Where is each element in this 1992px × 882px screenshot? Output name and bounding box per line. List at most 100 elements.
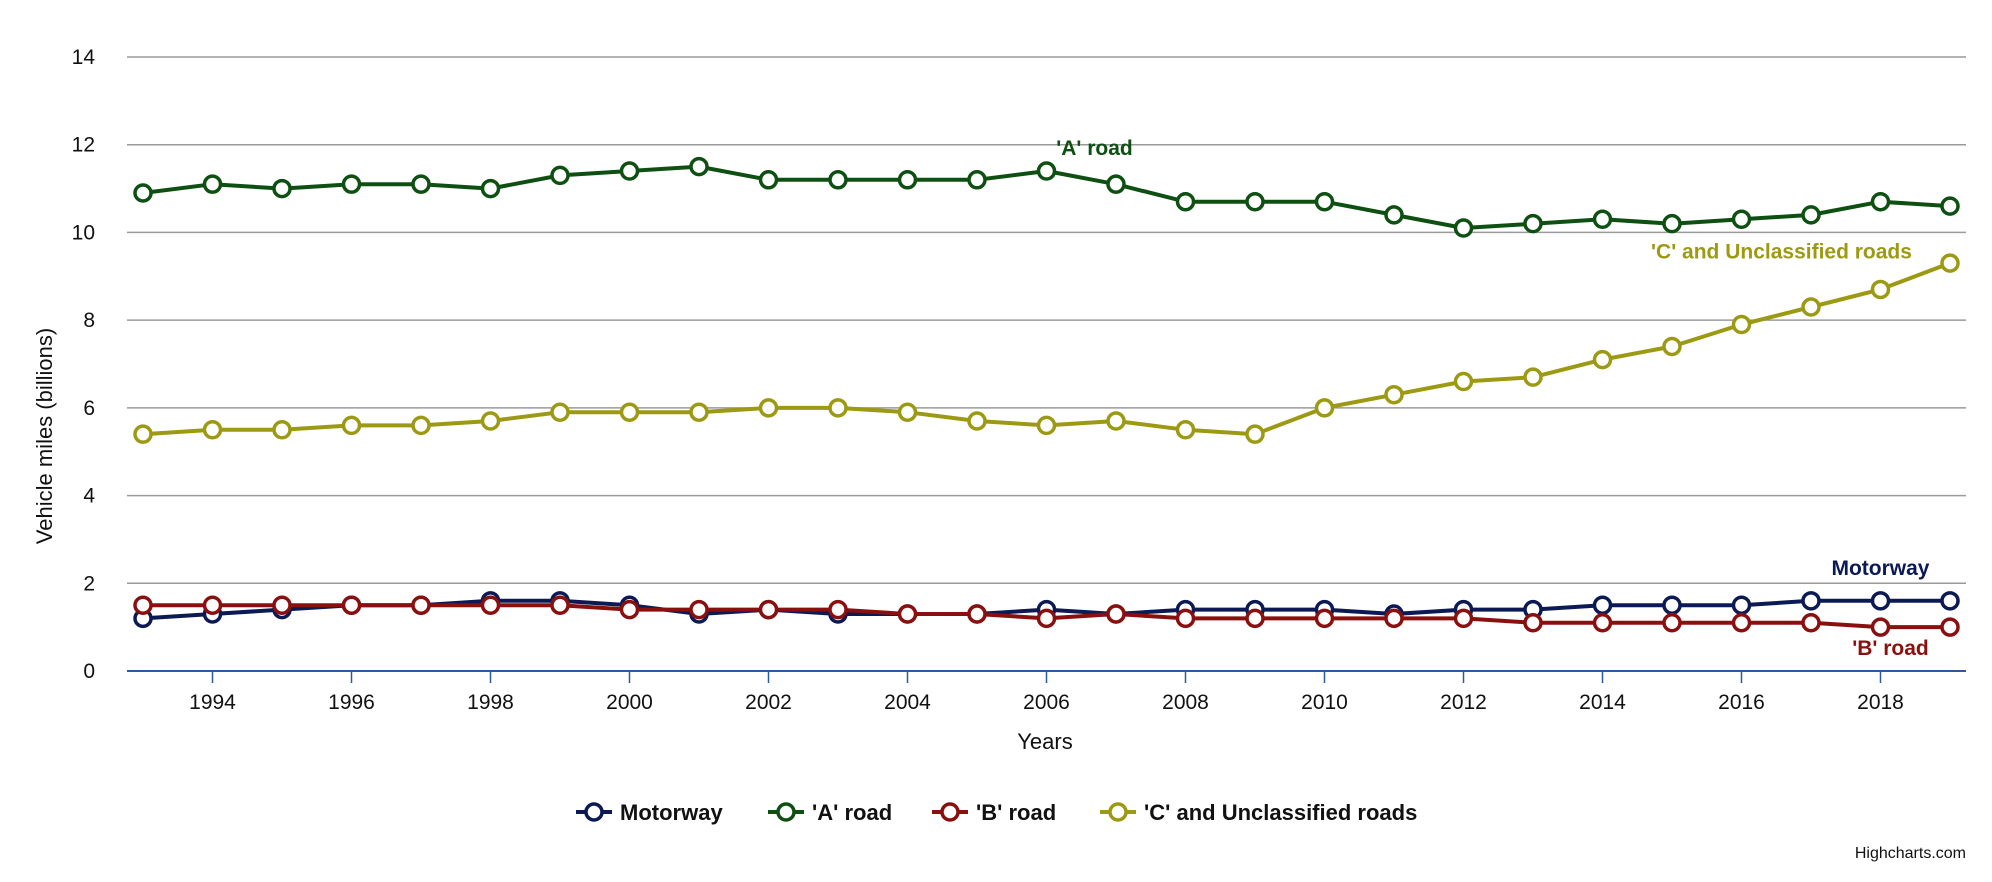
data-point <box>897 402 918 422</box>
x-tick-label: 2016 <box>1718 691 1765 714</box>
series-lines <box>141 164 1952 630</box>
data-point <box>1870 279 1891 300</box>
data-point <box>1245 191 1265 212</box>
data-point <box>550 165 570 186</box>
x-tick-label: 2014 <box>1579 691 1626 714</box>
x-tick-label: 1994 <box>189 691 236 714</box>
data-point <box>828 599 848 620</box>
credits-link[interactable]: Highcharts.com <box>1855 845 1966 862</box>
data-point <box>272 178 292 199</box>
data-point <box>202 174 223 194</box>
data-point <box>1662 336 1682 357</box>
data-point <box>689 402 709 422</box>
data-point <box>1314 608 1335 629</box>
data-point <box>272 420 292 440</box>
data-point <box>619 599 640 620</box>
series-label: Motorway <box>1831 557 1929 580</box>
data-point <box>1314 398 1335 418</box>
data-point <box>411 174 431 194</box>
data-point <box>1245 608 1265 629</box>
y-tick-label: 14 <box>72 46 96 69</box>
legend: Motorway 'A' road 'B' road 'C' and Unclassi… <box>576 800 1417 825</box>
data-point <box>1453 608 1474 629</box>
x-axis-title: Years <box>1017 729 1072 754</box>
data-point <box>967 170 987 190</box>
y-tick-label: 8 <box>83 309 95 332</box>
data-point <box>758 170 779 190</box>
data-point <box>341 174 362 194</box>
data-point <box>1106 411 1126 431</box>
data-point <box>1175 420 1196 440</box>
x-tick-label: 2008 <box>1162 691 1209 714</box>
data-point <box>1940 196 1960 216</box>
data-point <box>1870 191 1891 212</box>
data-point <box>272 595 292 615</box>
data-point <box>550 595 570 615</box>
data-point <box>1940 253 1960 273</box>
legend-item-label[interactable]: 'A' road <box>812 800 892 825</box>
data-point <box>619 402 640 422</box>
data-point <box>828 398 848 418</box>
data-point <box>1384 608 1404 629</box>
legend-symbol-marker <box>584 802 604 822</box>
data-point <box>1384 384 1404 405</box>
data-point <box>1662 595 1682 615</box>
y-tick-label: 4 <box>83 485 95 508</box>
grid-lines <box>127 56 1966 585</box>
data-point <box>758 398 779 418</box>
x-tick-label: 1996 <box>328 691 375 714</box>
y-tick-label: 0 <box>83 660 95 683</box>
data-point <box>341 415 362 436</box>
data-point <box>689 156 709 177</box>
data-point <box>1175 191 1196 212</box>
x-tick-label: 2002 <box>745 691 792 714</box>
x-tick-label: 2004 <box>884 691 931 714</box>
data-point <box>411 415 431 436</box>
data-point <box>967 604 987 624</box>
data-point <box>1870 591 1891 611</box>
data-point <box>133 424 153 444</box>
data-point <box>1314 191 1335 212</box>
series-label: 'A' road <box>1056 137 1133 160</box>
y-axis-title: Vehicle miles (billions) <box>32 328 57 544</box>
data-point <box>758 599 779 620</box>
data-point <box>1384 205 1404 225</box>
x-tick-label: 2012 <box>1440 691 1487 714</box>
data-point <box>897 170 918 190</box>
data-point <box>341 595 362 615</box>
data-point <box>1731 209 1752 230</box>
data-point <box>1523 613 1543 633</box>
series-markers <box>133 156 1960 637</box>
series-label: 'B' road <box>1852 637 1929 660</box>
data-point <box>411 595 431 615</box>
data-point <box>1801 205 1821 225</box>
legend-item-label[interactable]: 'C' and Unclassified roads <box>1144 800 1417 825</box>
data-point <box>1662 213 1682 234</box>
data-point <box>1801 591 1821 611</box>
legend-item-label[interactable]: Motorway <box>620 800 723 825</box>
x-tick-label: 2006 <box>1023 691 1070 714</box>
x-tick-label: 2000 <box>606 691 653 714</box>
legend-item-label[interactable]: 'B' road <box>976 800 1056 825</box>
data-point <box>689 599 709 620</box>
data-point <box>1731 595 1752 615</box>
series-labels: Motorway 'A' road 'B' road 'C' and Unclassi… <box>1056 137 1930 660</box>
legend-symbol-marker <box>940 802 960 822</box>
data-point <box>619 161 640 181</box>
data-point <box>1731 314 1752 335</box>
data-point <box>1592 349 1613 370</box>
data-point <box>1592 613 1613 633</box>
data-point <box>202 420 223 440</box>
x-tick-label: 2010 <box>1301 691 1348 714</box>
data-point <box>1940 617 1960 637</box>
data-point <box>1801 297 1821 317</box>
data-point <box>1036 608 1057 629</box>
data-point <box>1106 604 1126 624</box>
y-tick-label: 12 <box>72 134 95 157</box>
y-tick-label: 2 <box>83 572 95 595</box>
data-point <box>480 595 501 615</box>
data-point <box>1523 367 1543 387</box>
axes: 0 2 4 6 8 10 12 14 1994 1996 1998 2000 2002 2004 2006 2… <box>72 46 1966 714</box>
